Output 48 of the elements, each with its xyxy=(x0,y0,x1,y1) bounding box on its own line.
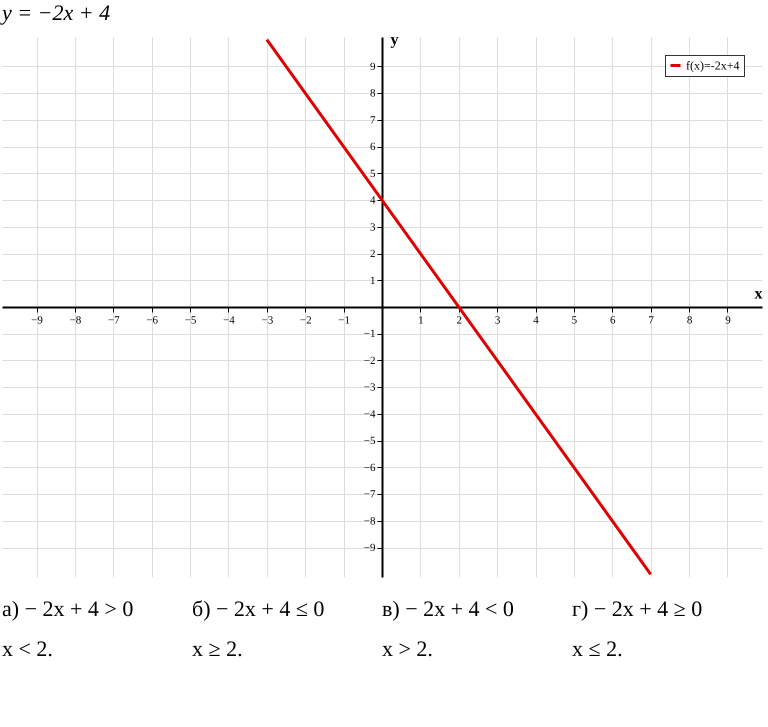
x-tick-label: −1 xyxy=(338,314,350,326)
y-tick-label: −8 xyxy=(364,515,376,528)
x-tick-label: 5 xyxy=(572,314,578,326)
x-tick-label: 9 xyxy=(725,314,732,326)
y-tick-label: −4 xyxy=(364,408,376,420)
text: x ≤ 2. xyxy=(572,636,623,661)
y-tick-label: −6 xyxy=(364,462,376,474)
y-tick-label: 8 xyxy=(370,88,376,100)
x-tick-label: −8 xyxy=(70,314,82,326)
x-tick-label: 8 xyxy=(686,314,693,326)
text: а) − 2x + 4 > 0 xyxy=(2,596,134,621)
text: б) − 2x + 4 ≤ 0 xyxy=(192,596,324,621)
x-tick-label: 2 xyxy=(456,314,462,326)
y-tick-label: 3 xyxy=(370,221,376,234)
x-tick-label: 3 xyxy=(494,314,501,326)
chart-title: y = −2x + 4 xyxy=(0,0,110,25)
x-tick-label: 1 xyxy=(418,314,424,326)
x-tick-label: −3 xyxy=(261,314,274,326)
text: x > 2. xyxy=(382,636,433,661)
y-tick-label: 6 xyxy=(370,141,376,154)
text: в) − 2x + 4 < 0 xyxy=(382,596,514,621)
x-tick-label: −7 xyxy=(108,314,120,326)
x-tick-label: −4 xyxy=(223,314,236,326)
text: г) − 2x + 4 ≥ 0 xyxy=(572,596,702,621)
text: x < 2. xyxy=(2,636,53,661)
y-tick-label: 4 xyxy=(370,194,376,207)
x-tick-label: 7 xyxy=(648,314,654,326)
x-tick-label: −9 xyxy=(31,314,44,326)
x-tick-label: −2 xyxy=(300,314,312,326)
y-tick-label: −2 xyxy=(364,354,376,367)
legend-label: f(x)=-2x+4 xyxy=(686,58,740,72)
y-tick-label: −5 xyxy=(364,435,376,448)
x-tick-label: −6 xyxy=(146,314,159,326)
y-tick-label: −3 xyxy=(364,382,376,394)
x-tick-label: −5 xyxy=(184,314,197,326)
x-tick-label: 6 xyxy=(610,314,616,326)
y-tick-label: 2 xyxy=(370,248,376,260)
text: x ≥ 2. xyxy=(192,636,243,661)
x-tick-label: 4 xyxy=(533,314,540,326)
y-tick-label: −7 xyxy=(364,488,376,501)
y-tick-label: 9 xyxy=(370,60,376,73)
y-tick-label: −9 xyxy=(364,542,376,554)
y-tick-label: 5 xyxy=(370,168,376,180)
y-axis-title: y xyxy=(390,32,398,48)
y-tick-label: −1 xyxy=(364,328,376,340)
y-tick-label: 1 xyxy=(370,274,376,287)
x-axis-title: x xyxy=(754,286,762,302)
y-tick-label: 7 xyxy=(370,114,376,126)
